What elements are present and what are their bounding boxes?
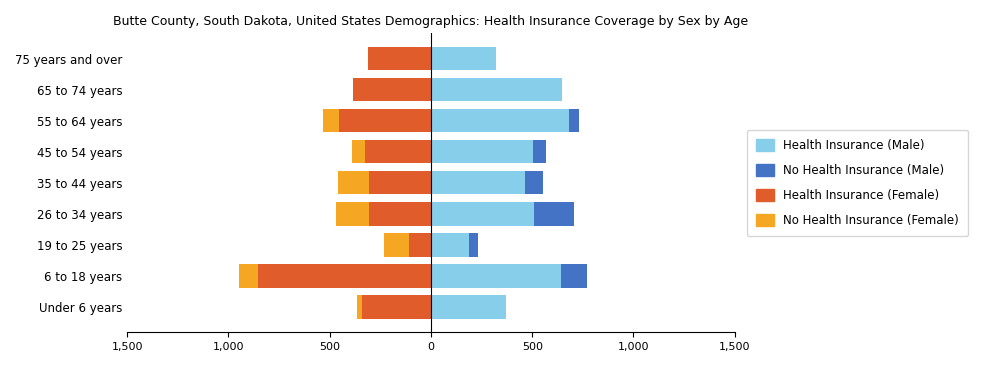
Bar [352, 140, 365, 163]
Bar [431, 233, 470, 257]
Bar [431, 78, 561, 101]
Bar [338, 171, 369, 195]
Bar [534, 202, 573, 225]
Bar [525, 171, 544, 195]
Bar [431, 109, 568, 132]
Bar [369, 202, 431, 225]
Bar [357, 295, 362, 319]
Bar [336, 202, 369, 225]
Bar [470, 233, 478, 257]
Bar [431, 295, 506, 319]
Bar [560, 264, 587, 288]
Bar [368, 47, 431, 70]
Bar [339, 109, 431, 132]
Bar [431, 264, 560, 288]
Bar [409, 233, 431, 257]
Bar [365, 140, 431, 163]
Bar [362, 295, 431, 319]
Bar [431, 202, 534, 225]
Bar [369, 171, 431, 195]
Legend: Health Insurance (Male), No Health Insurance (Male), Health Insurance (Female), : Health Insurance (Male), No Health Insur… [747, 130, 968, 236]
Bar [533, 140, 547, 163]
Bar [431, 47, 495, 70]
Bar [238, 264, 258, 288]
Bar [323, 109, 339, 132]
Bar [568, 109, 579, 132]
Bar [431, 140, 533, 163]
Bar [258, 264, 431, 288]
Bar [353, 78, 431, 101]
Title: Butte County, South Dakota, United States Demographics: Health Insurance Coverag: Butte County, South Dakota, United State… [113, 15, 749, 28]
Bar [431, 171, 525, 195]
Bar [384, 233, 409, 257]
